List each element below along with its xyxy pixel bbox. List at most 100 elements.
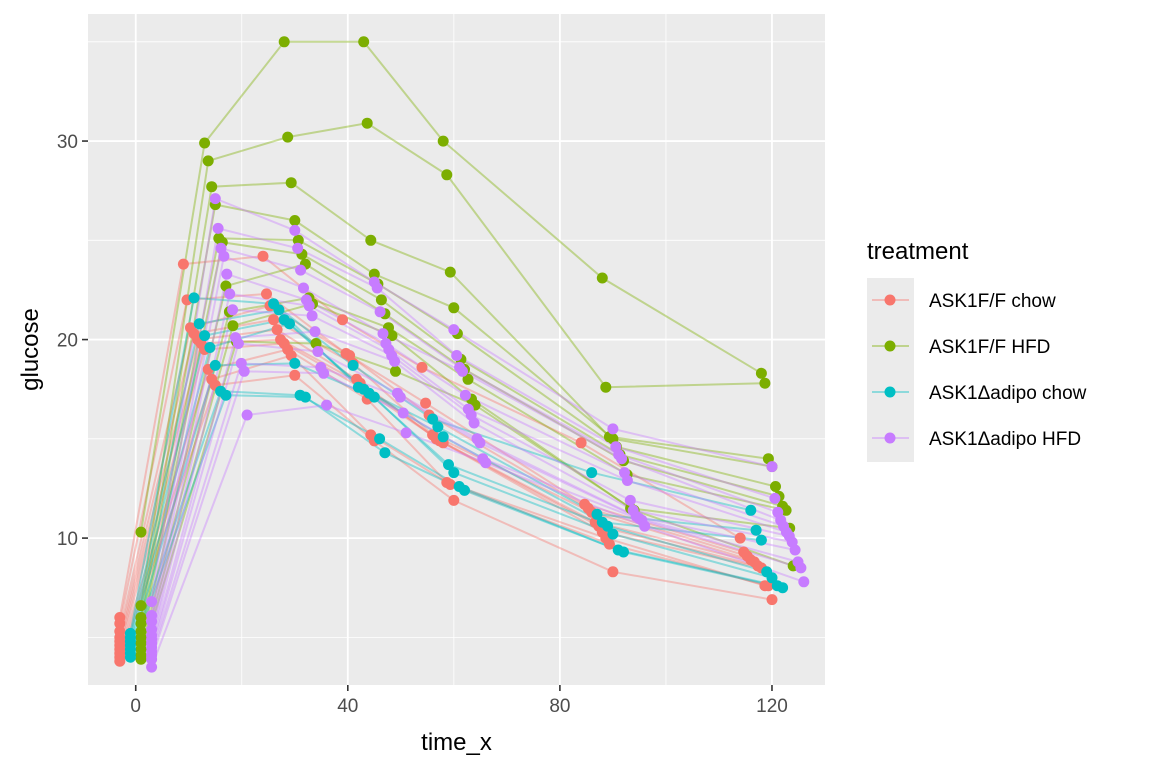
data-point: [474, 437, 486, 449]
data-point: [268, 314, 280, 326]
data-point: [586, 467, 598, 479]
data-point: [224, 288, 236, 300]
data-point: [379, 447, 391, 459]
data-point: [188, 292, 200, 304]
data-point: [618, 546, 629, 558]
data-point: [575, 437, 587, 449]
data-point: [375, 294, 387, 306]
legend-label: ASK1Δadipo chow: [929, 383, 1087, 404]
data-point: [462, 373, 474, 385]
data-point: [232, 338, 244, 349]
data-point: [289, 369, 301, 381]
data-point: [114, 655, 126, 667]
data-point: [591, 508, 603, 520]
legend-label: ASK1Δadipo HFD: [929, 429, 1081, 450]
data-point: [755, 534, 767, 546]
data-point: [209, 359, 221, 371]
data-point: [444, 479, 456, 490]
data-point: [420, 397, 432, 409]
data-point: [745, 504, 757, 516]
data-point: [780, 504, 792, 516]
data-point: [603, 538, 615, 550]
y-tick-label: 20: [57, 331, 78, 352]
data-point: [621, 475, 633, 486]
data-point: [400, 427, 412, 439]
data-point: [602, 520, 614, 532]
data-point: [596, 272, 608, 284]
data-point: [798, 576, 810, 588]
data-point: [321, 399, 333, 411]
data-point: [146, 653, 158, 665]
x-axis: 0 40 80 120: [130, 685, 788, 717]
data-point: [480, 457, 492, 469]
data-point: [206, 181, 218, 193]
series-points: [114, 36, 810, 673]
data-point: [448, 467, 460, 479]
data-point: [734, 532, 746, 544]
data-point: [295, 264, 307, 276]
x-tick-label: 40: [337, 696, 358, 717]
data-point: [135, 653, 147, 665]
data-point: [795, 562, 807, 574]
data-point: [227, 320, 239, 332]
legend-key-point: [884, 432, 896, 444]
data-point: [318, 367, 330, 379]
data-point: [309, 326, 321, 338]
data-point: [607, 528, 619, 540]
data-point: [377, 328, 389, 340]
data-point: [432, 421, 444, 433]
grid-minor: [88, 14, 825, 685]
data-point: [390, 365, 401, 377]
data-point: [750, 524, 762, 536]
data-point: [221, 268, 233, 280]
data-point: [193, 318, 205, 330]
legend-title: treatment: [867, 238, 969, 265]
data-point: [177, 258, 189, 270]
data-point: [199, 137, 211, 149]
data-point: [437, 135, 449, 147]
data-point: [365, 234, 377, 246]
data-point: [261, 288, 272, 300]
data-point: [766, 572, 778, 584]
legend-items: ASK1F/F chow ASK1F/F HFD ASK1Δadipo chow AS…: [872, 291, 1087, 450]
data-point: [220, 389, 232, 401]
legend-keys-background: [867, 278, 914, 462]
data-point: [273, 304, 285, 316]
data-point: [146, 616, 158, 627]
data-point: [437, 431, 449, 443]
data-point: [755, 367, 767, 379]
data-point: [441, 169, 453, 181]
legend-key-point: [884, 340, 896, 352]
data-point: [298, 282, 309, 294]
data-point: [306, 310, 318, 322]
data-point: [769, 492, 781, 504]
legend-item: ASK1F/F chow: [872, 291, 1056, 312]
data-point: [468, 417, 480, 429]
data-point: [303, 300, 315, 312]
data-point: [212, 222, 224, 234]
data-point: [135, 526, 147, 538]
data-point: [257, 250, 269, 262]
data-point: [271, 324, 283, 336]
data-point: [427, 413, 439, 425]
legend-item: ASK1Δadipo HFD: [872, 429, 1081, 450]
data-point: [227, 304, 239, 316]
data-point: [146, 596, 158, 608]
data-point: [289, 224, 301, 236]
data-point: [337, 314, 348, 326]
data-point: [289, 215, 301, 226]
data-point: [202, 155, 214, 167]
data-point: [241, 409, 253, 421]
legend-item: ASK1F/F HFD: [872, 337, 1050, 358]
data-point: [284, 318, 295, 330]
data-point: [389, 355, 401, 367]
data-point: [124, 651, 136, 663]
data-point: [282, 131, 294, 143]
data-point: [386, 330, 398, 342]
data-point: [374, 433, 386, 445]
data-point: [361, 117, 373, 129]
data-point: [289, 357, 301, 369]
data-point: [616, 453, 628, 465]
